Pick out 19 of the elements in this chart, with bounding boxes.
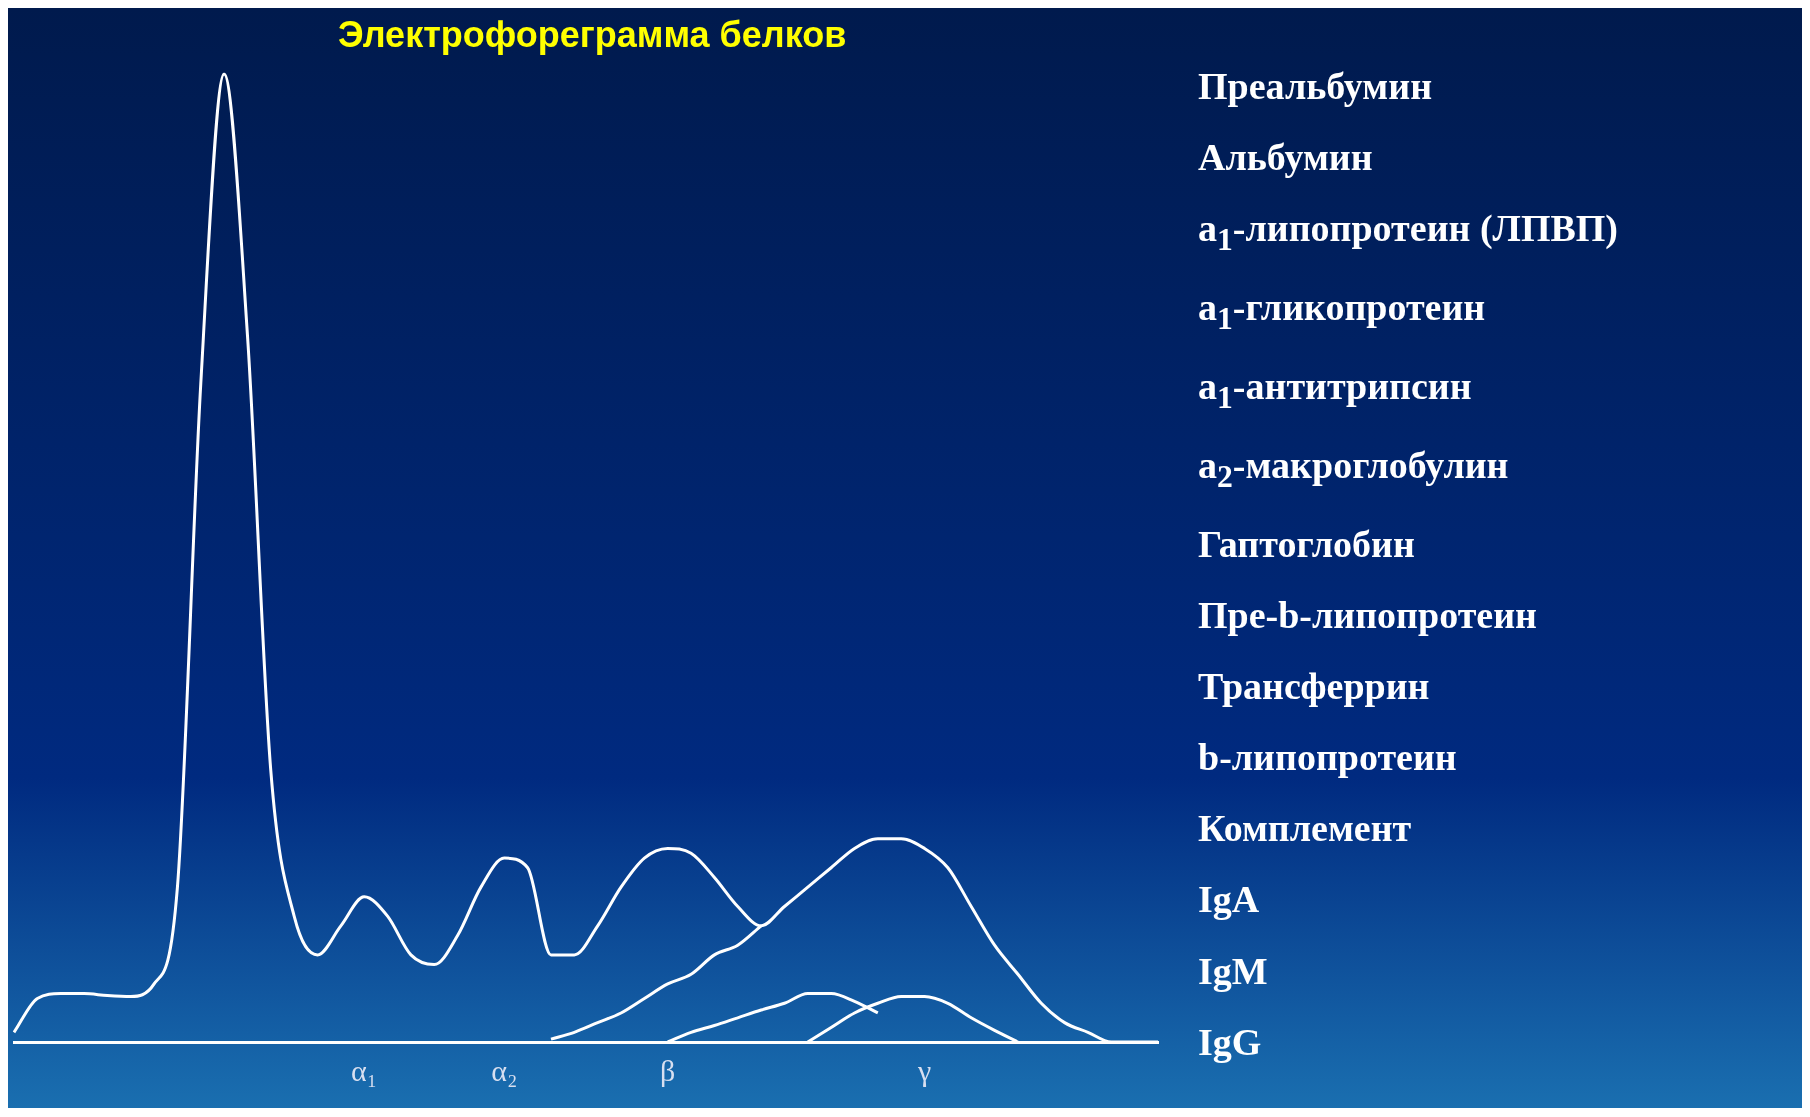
text: b-липопротеин xyxy=(1198,735,1458,780)
text: Альбумин xyxy=(1198,135,1374,180)
text: IgG xyxy=(1198,1019,1263,1064)
text: Пре-b-липопротеин xyxy=(1198,592,1538,637)
x-tick-label: α₁ xyxy=(351,1053,378,1087)
text: a$_{1}$-антитрипсин xyxy=(1198,363,1473,416)
text: Гаптоглобин xyxy=(1198,521,1416,566)
text: a$_{1}$-липопротеин (ЛПВП) xyxy=(1198,206,1619,258)
text: Трансферрин xyxy=(1198,663,1431,708)
x-tick-label: γ xyxy=(916,1053,932,1087)
text: Комплемент xyxy=(1198,806,1413,851)
text: a$_{1}$-гликопротеин xyxy=(1198,285,1487,337)
text: IgM xyxy=(1198,948,1269,993)
text: a$_{2}$-макроглобулин xyxy=(1198,442,1510,495)
x-tick-label: β xyxy=(660,1053,676,1087)
chart-title: Электрофореграмма белков xyxy=(337,13,848,57)
text: Преальбумин xyxy=(1198,64,1434,108)
text: IgA xyxy=(1198,877,1261,922)
x-tick-label: α₂ xyxy=(491,1053,518,1087)
